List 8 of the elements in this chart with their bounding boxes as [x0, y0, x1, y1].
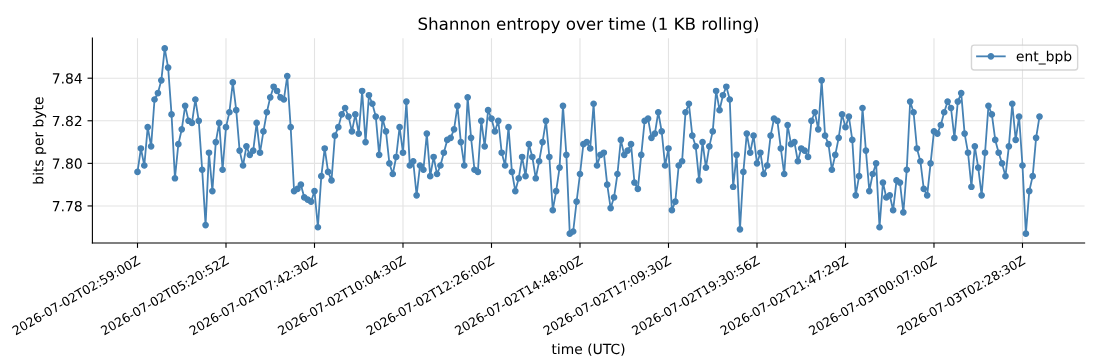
legend-label: ent_bpb: [1016, 50, 1072, 65]
chart-title: Shannon entropy over time (1 KB rolling): [418, 17, 759, 34]
y-tick-label: 7.82: [52, 115, 82, 127]
y-tick-label: 7.80: [52, 158, 82, 169]
y-axis-title: bits per byte: [32, 97, 47, 184]
y-tick-label: 7.84: [52, 73, 82, 84]
x-axis-title: time (UTC): [551, 343, 625, 356]
y-tick-label: 7.78: [52, 200, 82, 212]
